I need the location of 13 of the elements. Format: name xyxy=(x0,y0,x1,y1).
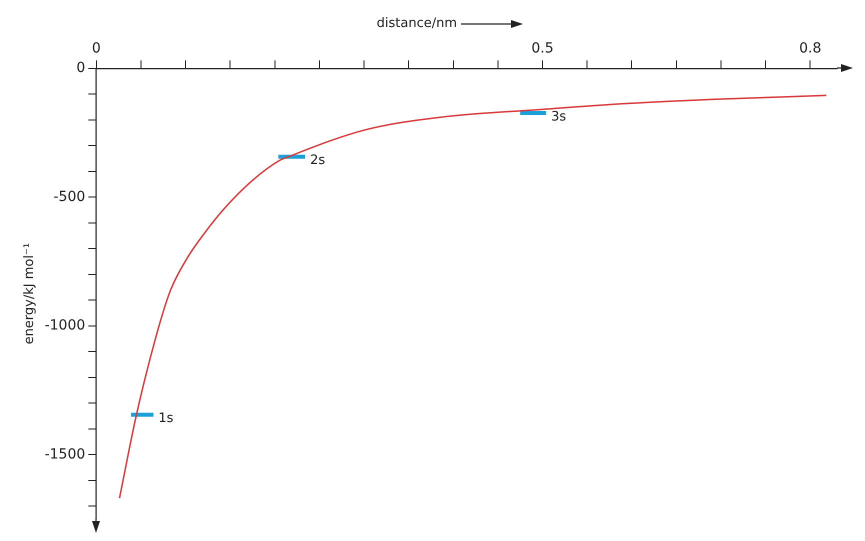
x-tick-label: 0.5 xyxy=(531,40,554,57)
line-series xyxy=(118,94,828,499)
series-label: 1s xyxy=(158,411,174,426)
x-axis-title: distance/nm xyxy=(376,16,457,31)
x-tick-label: 0 xyxy=(92,40,101,57)
y-tick-label: -1500 xyxy=(44,446,86,462)
y-axis-title: energy/kJ mol⁻¹ xyxy=(22,242,38,344)
series-label: 2s xyxy=(310,153,326,168)
y-tick-label: -1000 xyxy=(44,318,86,334)
y-tick-label: 0 xyxy=(76,60,86,76)
x-tick-label: 0.8 xyxy=(799,40,822,57)
series-label: 3s xyxy=(551,109,566,124)
y-tick-label: -500 xyxy=(54,188,86,205)
